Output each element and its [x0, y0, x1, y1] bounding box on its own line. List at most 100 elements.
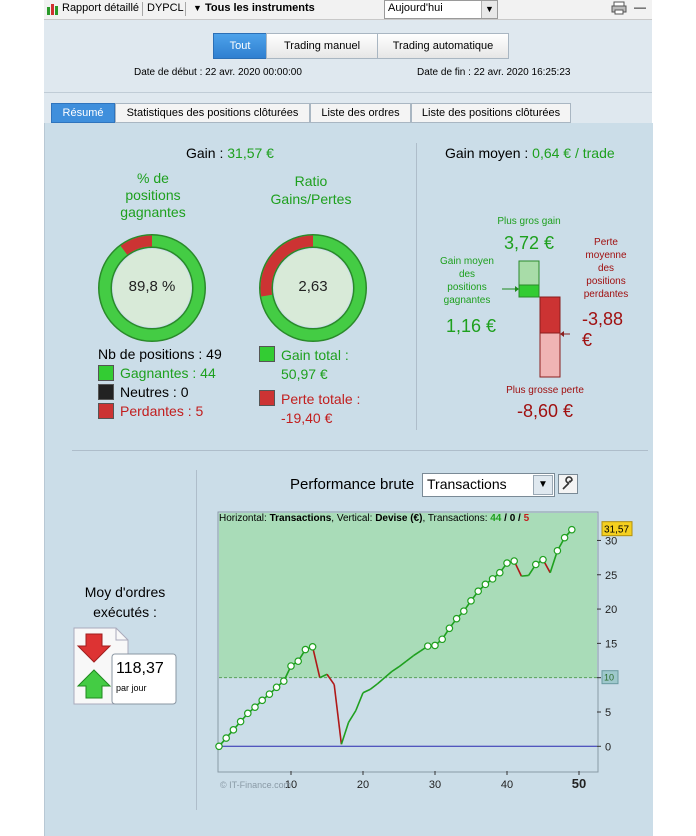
- ratio-value: 2,63: [298, 278, 328, 295]
- total-gain-label: Gain total :: [281, 347, 349, 363]
- caret-down-icon: ▼: [193, 3, 202, 13]
- win-rate-donut: [98, 234, 206, 342]
- wrench-icon[interactable]: [558, 474, 578, 494]
- period-dropdown[interactable]: Aujourd'hui ▼: [384, 0, 498, 19]
- chevron-down-icon: ▼: [533, 475, 553, 495]
- segment-all[interactable]: Tout: [213, 33, 267, 59]
- tx-win-count: 44: [490, 513, 502, 524]
- orders-document-icon: [73, 627, 177, 705]
- report-icon[interactable]: [46, 2, 60, 19]
- x-tick-label: 20: [357, 779, 369, 791]
- max-loss-label: Plus grosse perte: [506, 385, 584, 396]
- segment-manual[interactable]: Trading manuel: [266, 33, 378, 59]
- ratio-title-line: Ratio: [294, 173, 328, 189]
- series-segment: [326, 673, 335, 686]
- reference-badge: [601, 670, 619, 685]
- total-gain-value: 50,97 €: [281, 366, 328, 382]
- x-tick-label: 50: [572, 776, 586, 791]
- tab-closed-stats[interactable]: Statistiques des positions clôturées: [115, 103, 310, 123]
- avg-winning-value: 1,16 €: [446, 316, 497, 336]
- win-rate-title: % de positions gagnantes: [98, 170, 208, 221]
- series-segment: [521, 574, 529, 577]
- data-point: [481, 580, 490, 589]
- avg-winning-label-line: gagnantes: [443, 295, 491, 306]
- data-point: [424, 642, 432, 650]
- total-gain: Gain total : 50,97 €: [281, 346, 349, 384]
- top-toolbar: Rapport détaillé DYPCL ▼ Tous les instru…: [44, 0, 652, 20]
- tx-sep: /: [501, 513, 510, 524]
- y-tick-label: 15: [605, 638, 617, 650]
- gain-summary: Gain : 31,57 €: [186, 145, 274, 161]
- above-reference-band: [219, 513, 597, 678]
- tab-orders[interactable]: Liste des ordres: [310, 103, 411, 123]
- total-loss-swatch: [259, 390, 275, 406]
- series-segment: [391, 666, 400, 673]
- series-segment: [376, 677, 386, 685]
- series-segment: [549, 550, 559, 573]
- start-date: Date de début : 22 avr. 2020 00:00:00: [134, 67, 302, 78]
- max-loss-value: -8,60 €: [516, 401, 574, 421]
- data-point: [222, 734, 231, 742]
- avg-gain-label: Gain moyen :: [445, 145, 529, 161]
- performance-title: Performance brute: [290, 476, 415, 493]
- y-tick-label: 20: [605, 604, 617, 616]
- data-point: [251, 703, 259, 711]
- segment-auto[interactable]: Trading automatique: [377, 33, 509, 59]
- section-divider: [72, 450, 648, 451]
- chart-header-vertical: Devise (€): [375, 513, 423, 524]
- avg-losing-value-line: -3,88: [582, 309, 624, 329]
- instruments-selector[interactable]: ▼ Tous les instruments: [193, 2, 315, 14]
- avg-losing-label-line: perdantes: [583, 289, 629, 300]
- data-point: [531, 560, 540, 569]
- report-detail-label[interactable]: Rapport détaillé: [62, 2, 140, 14]
- series-segment: [340, 722, 350, 745]
- y-tick-label: 5: [605, 707, 611, 719]
- gain-label: Gain :: [186, 145, 224, 161]
- performance-mode-dropdown[interactable]: Transactions ▼: [422, 473, 555, 497]
- performance-mode-value: Transactions: [427, 476, 507, 492]
- series-segment: [355, 692, 364, 711]
- print-icon[interactable]: [611, 1, 627, 18]
- chart-header-tx: , Transactions:: [422, 513, 491, 524]
- series-segment: [384, 670, 393, 679]
- toolbar-separator: [142, 2, 143, 16]
- account-selector[interactable]: DYPCL: [147, 2, 184, 14]
- tab-closed-positions[interactable]: Liste des positions clôturées: [411, 103, 571, 123]
- x-tick-label: 30: [429, 779, 441, 791]
- neutral-count: Neutres : 0: [120, 384, 189, 400]
- chevron-down-icon: ▼: [481, 1, 497, 18]
- win-rate-title-line: % de: [137, 170, 169, 186]
- avg-winning-label: Gain moyen des positions gagnantes: [434, 255, 500, 307]
- y-tick-label: 25: [605, 570, 617, 582]
- avg-orders-title: Moy d'ordres exécutés :: [70, 582, 180, 622]
- winners-swatch: [98, 365, 114, 381]
- data-point: [474, 587, 483, 596]
- x-tick-label: 10: [285, 779, 297, 791]
- avg-orders-title-line: Moy d'ordres: [84, 584, 166, 600]
- gain-value: 31,57 €: [227, 145, 274, 161]
- x-tick-label: 40: [501, 779, 513, 791]
- minimize-button[interactable]: —: [634, 0, 646, 14]
- avg-losing-label-line: moyenne: [585, 250, 627, 261]
- ratio-title: Ratio Gains/Pertes: [256, 172, 366, 208]
- data-point: [294, 657, 303, 666]
- tx-neutral-count: 0: [509, 513, 516, 524]
- avg-winning-label-line: positions: [447, 282, 487, 293]
- period-value: Aujourd'hui: [388, 2, 443, 14]
- reference-label: 10: [604, 673, 614, 683]
- series-segment: [362, 688, 371, 694]
- ratio-donut: [259, 234, 367, 342]
- data-point: [495, 568, 504, 577]
- positions-count: Nb de positions : 49: [98, 346, 222, 362]
- win-rate-value: 89,8 %: [128, 278, 176, 295]
- chart-header-prefix: Horizontal:: [219, 513, 270, 524]
- instruments-label: Tous les instruments: [204, 2, 315, 14]
- winners-count: Gagnantes : 44: [120, 365, 216, 381]
- avg-losing-label-line: positions: [586, 276, 626, 287]
- section-divider: [196, 470, 197, 810]
- data-point: [236, 717, 245, 726]
- losers-count: Perdantes : 5: [120, 403, 204, 419]
- tab-summary[interactable]: Résumé: [51, 103, 115, 123]
- avg-orders-value: 118,37: [116, 660, 164, 677]
